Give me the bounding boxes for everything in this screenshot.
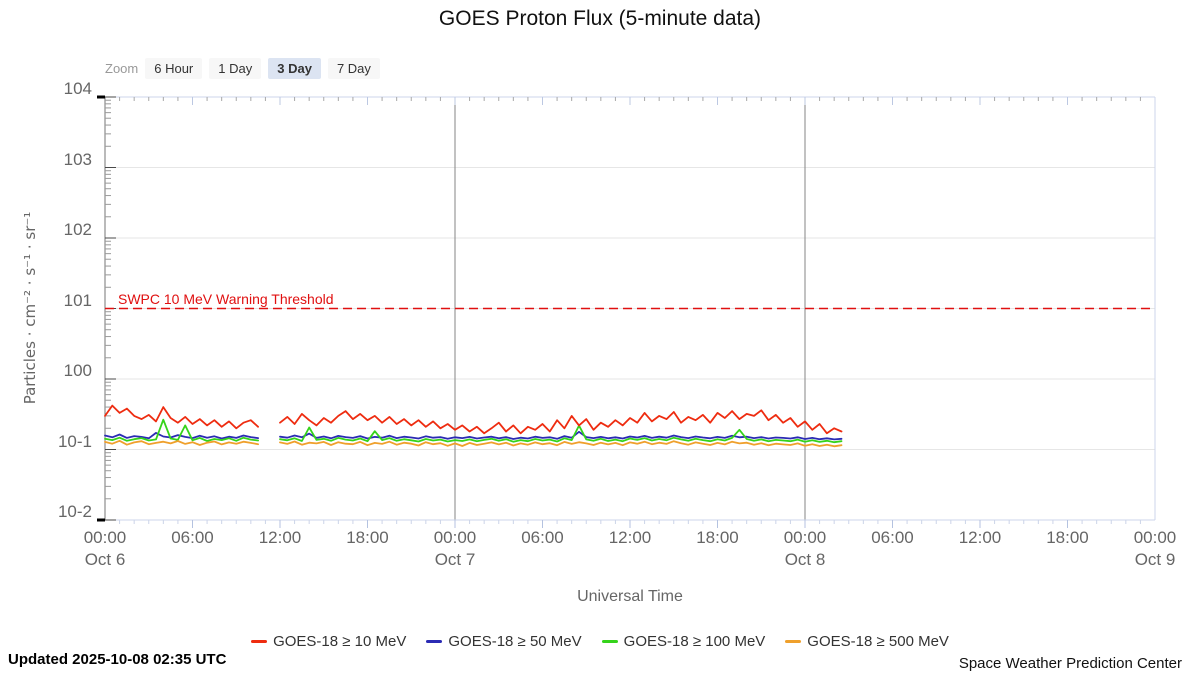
series-goes-18-10-mev	[104, 404, 843, 435]
y-tick-label: 10-1	[57, 431, 92, 451]
series-goes-18-50-mev	[104, 430, 843, 441]
x-tick-label: 12:00	[958, 528, 1002, 547]
zoom-button-3-day[interactable]: 3 Day	[268, 57, 321, 79]
zoom-range-selector: Zoom 6 Hour 1 Day 3 Day 7 Day	[105, 57, 387, 79]
y-tick-label: 10-2	[57, 502, 92, 521]
legend: GOES-18 ≥ 10 MeV GOES-18 ≥ 50 MeV GOES-18 …	[0, 633, 1200, 650]
zoom-button-1-day[interactable]: 1 Day	[209, 57, 262, 79]
legend-item-goes-18-100-mev[interactable]: GOES-18 ≥ 100 MeV	[601, 633, 766, 650]
x-date-label: Oct 9	[1134, 550, 1176, 569]
zoom-button-6-hour[interactable]: 6 Hour	[145, 57, 203, 79]
legend-swatch-icon	[426, 640, 443, 643]
y-tick-label: 100	[63, 361, 92, 380]
x-tick-label: 06:00	[171, 528, 214, 547]
legend-swatch-icon	[785, 640, 802, 643]
x-tick-label: 00:00	[433, 528, 477, 547]
y-tick-label: 102	[63, 220, 92, 239]
source-credit: Space Weather Prediction Center	[958, 655, 1182, 672]
legend-item-goes-18-500-mev[interactable]: GOES-18 ≥ 500 MeV	[785, 633, 949, 650]
x-axis-title: Universal Time	[577, 588, 683, 605]
legend-item-label: GOES-18 ≥ 500 MeV	[807, 633, 949, 650]
x-tick-label: 06:00	[521, 528, 564, 547]
x-tick-label: 18:00	[696, 528, 739, 547]
y-tick-label: 104	[63, 79, 92, 98]
x-tick-label: 00:00	[1133, 528, 1177, 547]
x-tick-label: 00:00	[783, 528, 827, 547]
legend-item-label: GOES-18 ≥ 100 MeV	[623, 633, 766, 650]
series-goes-18-500-mev	[104, 439, 843, 448]
zoom-button-7-day[interactable]: 7 Day	[327, 57, 380, 79]
legend-item-label: GOES-18 ≥ 50 MeV	[448, 633, 582, 650]
y-tick-label: 103	[63, 149, 92, 169]
legend-item-goes-18-50-mev[interactable]: GOES-18 ≥ 50 MeV	[426, 633, 582, 650]
x-date-label: Oct 6	[84, 550, 126, 569]
x-tick-label: 06:00	[871, 528, 914, 547]
chart-title: GOES Proton Flux (5-minute data)	[438, 7, 762, 30]
threshold-label: SWPC 10 MeV Warning Threshold	[118, 291, 334, 307]
x-date-label: Oct 7	[434, 550, 476, 569]
x-date-label: Oct 8	[784, 550, 826, 569]
legend-swatch-icon	[601, 640, 618, 643]
x-tick-label: 18:00	[1046, 528, 1089, 547]
x-tick-label: 00:00	[83, 528, 127, 547]
zoom-label: Zoom	[105, 60, 139, 76]
legend-item-goes-18-10-mev[interactable]: GOES-18 ≥ 10 MeV	[251, 633, 406, 650]
series-goes-18-100-mev	[104, 418, 843, 444]
x-tick-label: 12:00	[258, 528, 302, 547]
y-tick-label: 101	[63, 290, 92, 310]
legend-swatch-icon	[251, 640, 268, 643]
x-tick-label: 12:00	[608, 528, 652, 547]
updated-timestamp: Updated 2025-10-08 02:35 UTC	[8, 651, 227, 668]
legend-item-label: GOES-18 ≥ 10 MeV	[273, 633, 407, 650]
x-tick-label: 18:00	[346, 528, 389, 547]
